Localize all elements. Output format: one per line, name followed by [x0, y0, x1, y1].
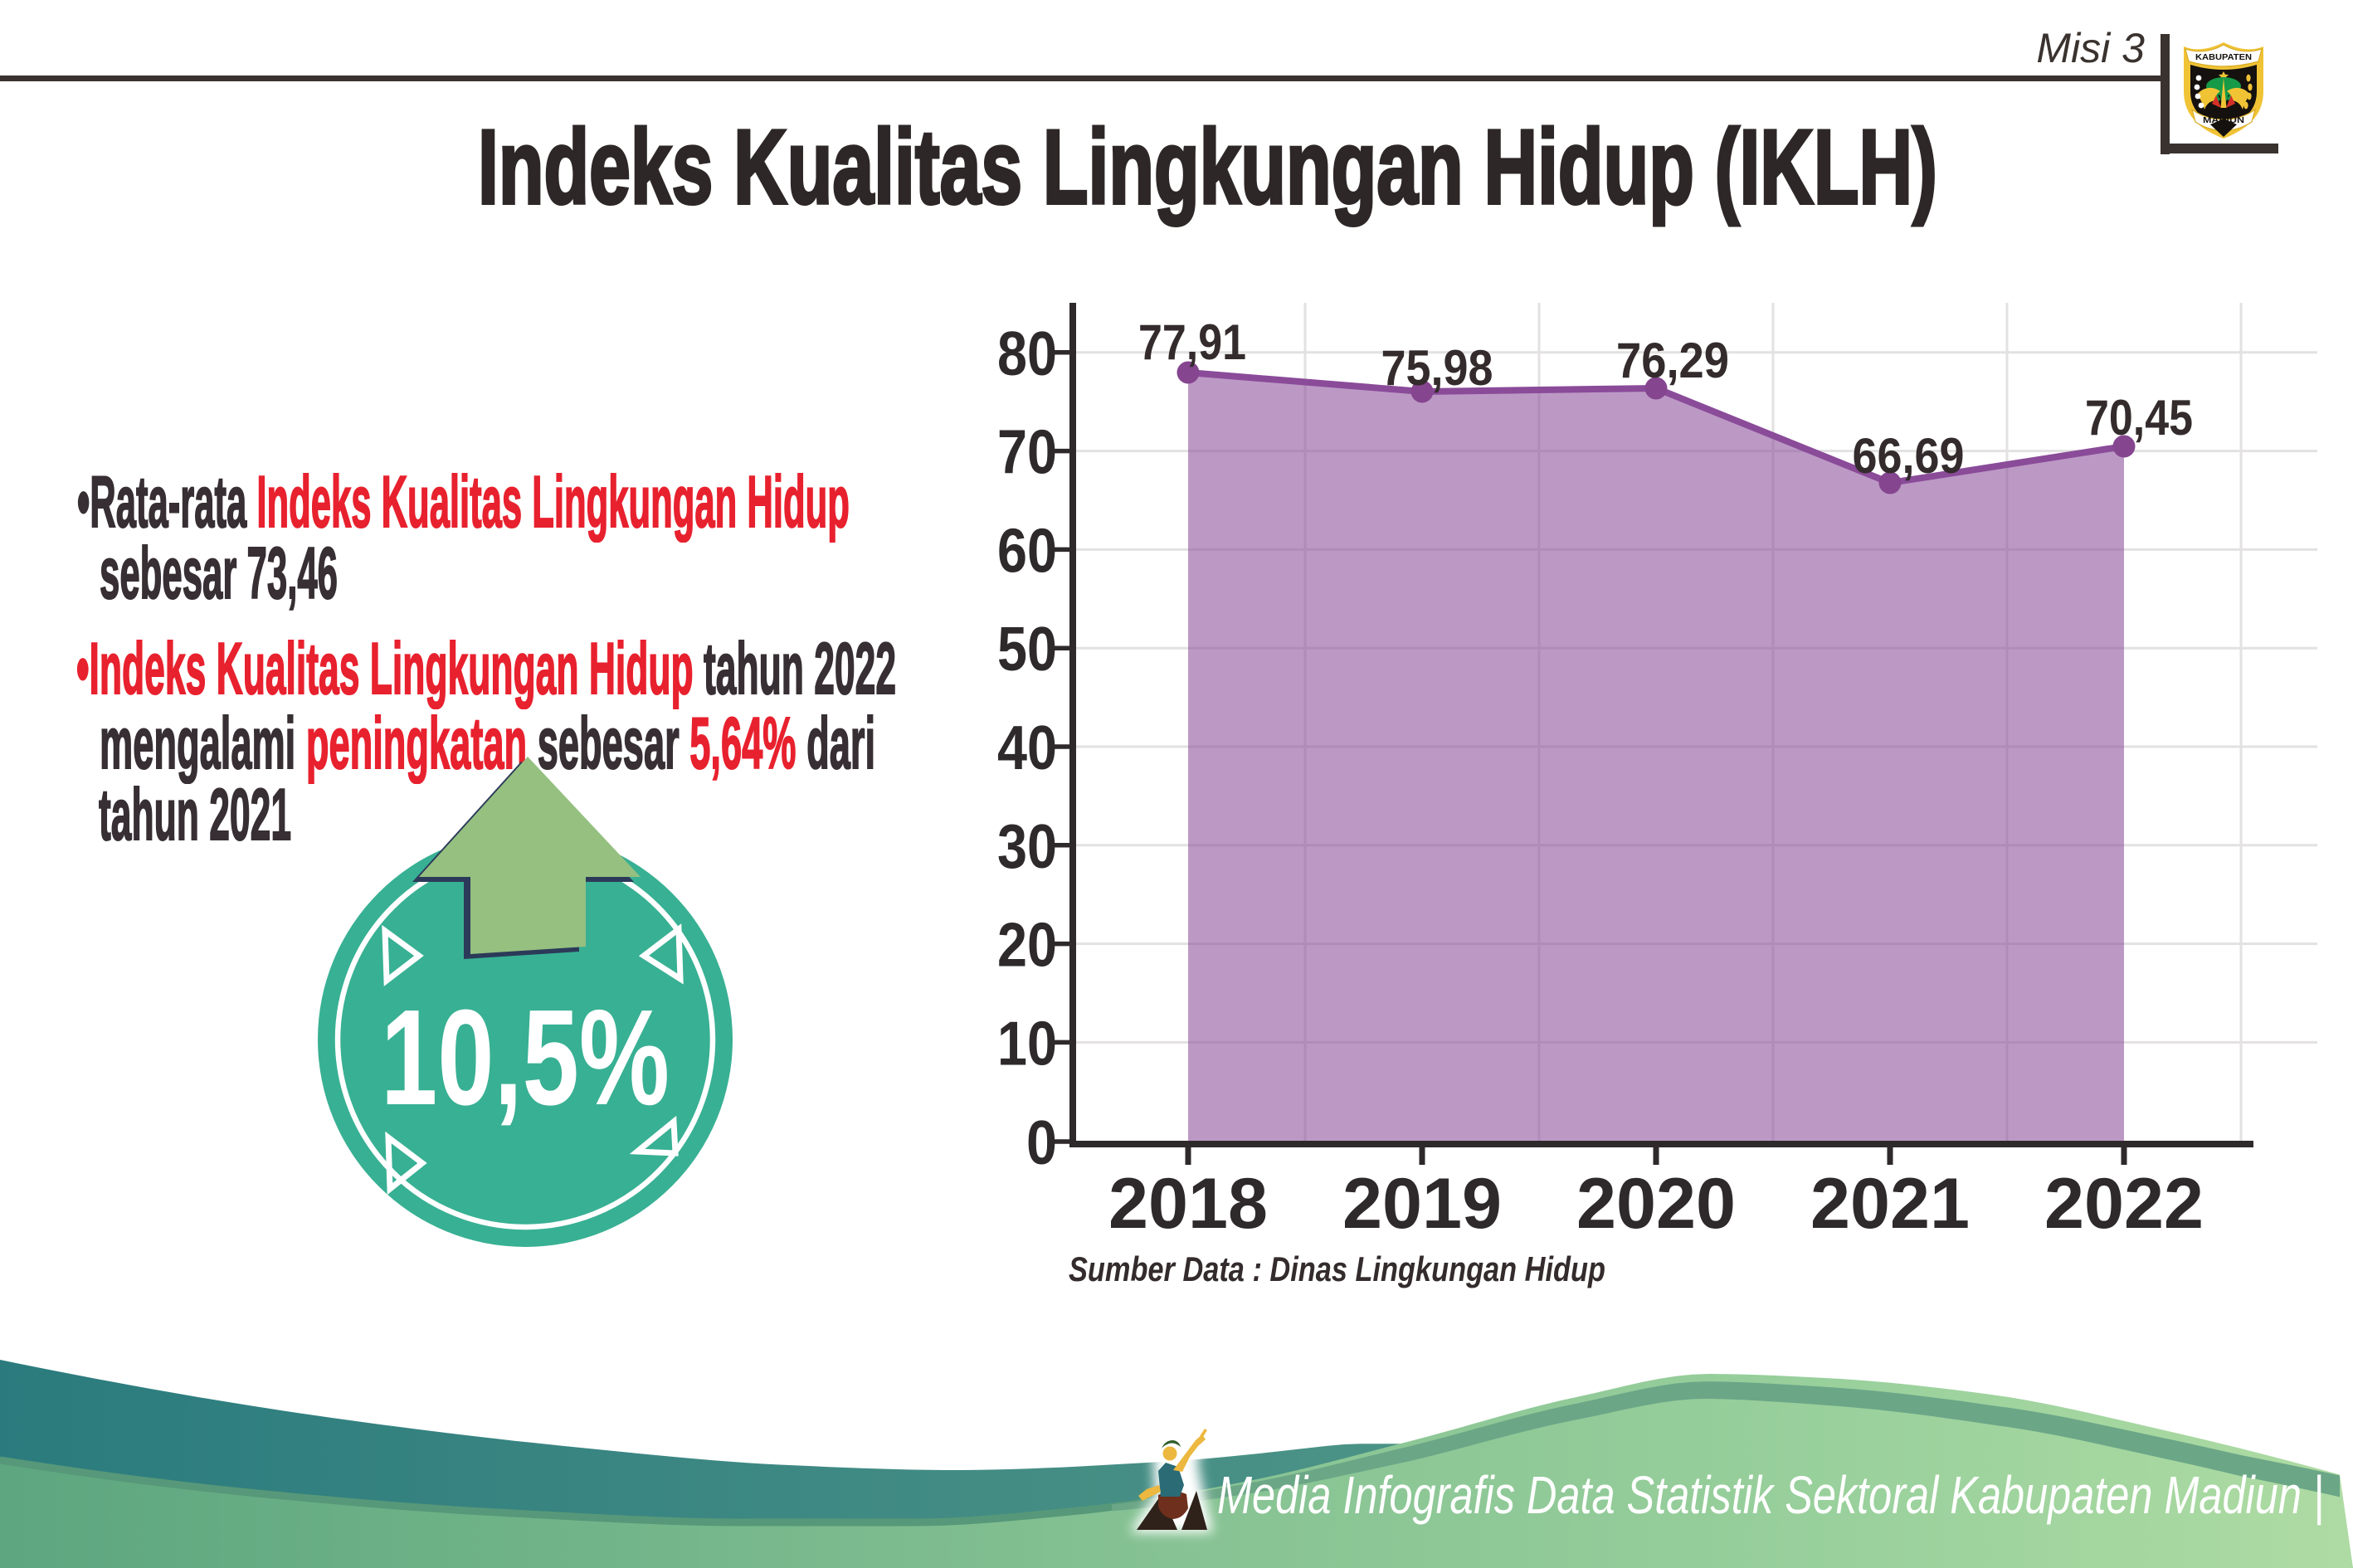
svg-text:40: 40: [997, 713, 1057, 782]
svg-text:Sumber Data : Dinas Lingkungan: Sumber Data : Dinas Lingkungan Hidup: [1069, 1249, 1605, 1288]
svg-text:Media Infografis Data Statisti: Media Infografis Data Statistik Sektoral…: [1217, 1465, 2324, 1526]
svg-text:50: 50: [997, 614, 1057, 684]
svg-text:66,69: 66,69: [1853, 428, 1965, 484]
svg-text:2022: 2022: [2044, 1164, 2204, 1244]
svg-text:20: 20: [997, 910, 1057, 980]
svg-text:10,5%: 10,5%: [381, 981, 670, 1133]
svg-text:70: 70: [997, 417, 1057, 487]
svg-text:10: 10: [997, 1008, 1057, 1078]
svg-text:76,29: 76,29: [1616, 333, 1729, 388]
svg-text:60: 60: [997, 515, 1057, 585]
svg-text:2019: 2019: [1342, 1164, 1502, 1244]
svg-text:2021: 2021: [1810, 1164, 1970, 1244]
svg-text:75,98: 75,98: [1381, 340, 1493, 396]
svg-text:KABUPATEN: KABUPATEN: [2195, 53, 2252, 62]
svg-text:MADIUN: MADIUN: [2203, 116, 2244, 125]
svg-text:30: 30: [997, 811, 1057, 881]
svg-text:70,45: 70,45: [2085, 390, 2193, 446]
svg-text:2018: 2018: [1108, 1164, 1268, 1244]
svg-text:2020: 2020: [1576, 1164, 1736, 1244]
svg-text:0: 0: [1026, 1108, 1057, 1177]
svg-text:77,91: 77,91: [1138, 314, 1246, 370]
svg-text:80: 80: [997, 319, 1057, 388]
